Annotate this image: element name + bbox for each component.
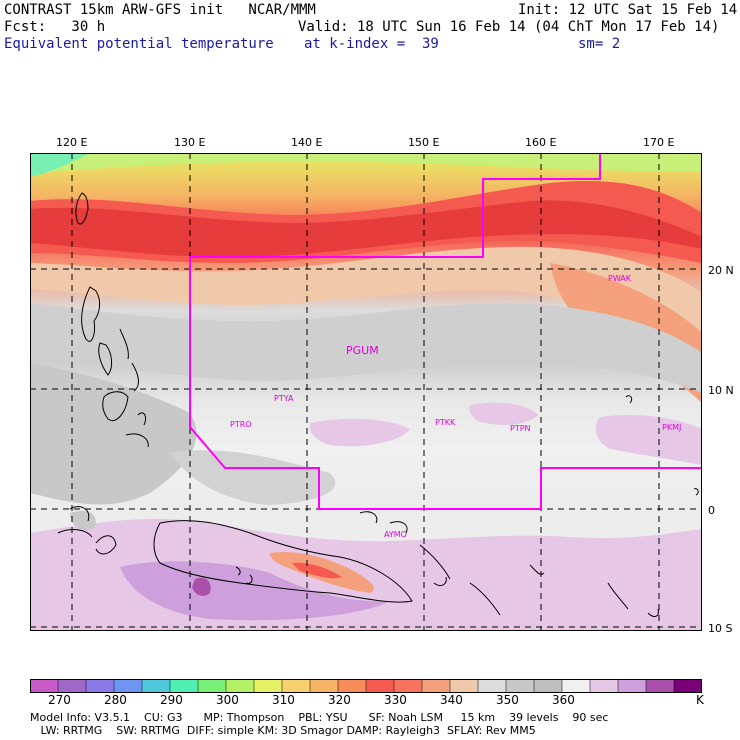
- lon-label-160e: 160 E: [525, 136, 557, 149]
- colorbar-swatch: [170, 679, 199, 693]
- colorbar-swatch: [226, 679, 255, 693]
- colorbar-label-320: 320: [328, 693, 351, 707]
- lat-label-equator: 0: [708, 504, 715, 517]
- colorbar-swatch: [86, 679, 115, 693]
- colorbar-label-350: 350: [496, 693, 519, 707]
- station-ptkk: PTKK: [435, 418, 456, 427]
- colorbar-label-360: 360: [552, 693, 575, 707]
- station-labels: PGUM PTYA PTRO PTKK PTPN PKMJ PWAK AYMO: [230, 274, 681, 539]
- colorbar-swatch: [394, 679, 423, 693]
- valid-time: Valid: 18 UTC Sun 16 Feb 14 (04 ChT Mon …: [298, 19, 720, 35]
- station-aymo: AYMO: [384, 530, 407, 539]
- lat-label-10s: 10 S: [708, 622, 733, 635]
- colorbar-swatch: [142, 679, 171, 693]
- lon-label-140e: 140 E: [291, 136, 323, 149]
- lat-lon-grid: [30, 153, 702, 631]
- station-ptya: PTYA: [274, 394, 294, 403]
- colorbar-swatch: [254, 679, 283, 693]
- lon-label-170e: 170 E: [643, 136, 675, 149]
- colorbar-swatch: [198, 679, 227, 693]
- colorbar-label-270: 270: [48, 693, 71, 707]
- colorbar-swatch: [590, 679, 619, 693]
- colorbar-swatch: [674, 679, 702, 693]
- map-frame: [30, 153, 702, 631]
- colorbar-swatch: [422, 679, 451, 693]
- colorbar-swatch: [282, 679, 311, 693]
- station-ptro: PTRO: [230, 420, 252, 429]
- lon-label-150e: 150 E: [408, 136, 440, 149]
- station-pgum: PGUM: [346, 344, 379, 357]
- smoothing: sm= 2: [578, 36, 621, 52]
- k-index-level: at k-index = 39: [304, 36, 439, 52]
- colorbar-swatch: [58, 679, 87, 693]
- colorbar: [30, 679, 702, 693]
- colorbar-swatch: [478, 679, 507, 693]
- colorbar-label-300: 300: [216, 693, 239, 707]
- field-name: Equivalent potential temperature: [4, 36, 274, 52]
- colorbar-swatch: [366, 679, 395, 693]
- model-info-line2: LW: RRTMG SW: RRTMG DIFF: simple KM: 3D …: [30, 724, 536, 737]
- lat-label-10n: 10 N: [708, 384, 734, 397]
- colorbar-swatch: [450, 679, 479, 693]
- colorbar-swatch: [30, 679, 59, 693]
- colorbar-units: K: [696, 693, 704, 707]
- forecast-hour: Fcst: 30 h: [4, 19, 106, 35]
- colorbar-swatch: [562, 679, 591, 693]
- theta-e-map: PGUM PTYA PTRO PTKK PTPN PKMJ PWAK AYMO: [30, 153, 702, 631]
- init-time: Init: 12 UTC Sat 15 Feb 14: [518, 2, 738, 18]
- colorbar-label-330: 330: [384, 693, 407, 707]
- eez-boundary: [189, 153, 702, 510]
- station-pwak: PWAK: [608, 274, 632, 283]
- lon-label-120e: 120 E: [56, 136, 88, 149]
- lat-label-20n: 20 N: [708, 264, 734, 277]
- station-ptpn: PTPN: [510, 424, 531, 433]
- model-title: CONTRAST 15km ARW-GFS init NCAR/MMM: [4, 2, 316, 18]
- station-pkmj: PKMJ: [662, 423, 681, 432]
- colorbar-swatch: [618, 679, 647, 693]
- colorbar-label-280: 280: [104, 693, 127, 707]
- colorbar-swatch: [506, 679, 535, 693]
- colorbar-swatch: [114, 679, 143, 693]
- colorbar-swatch: [534, 679, 563, 693]
- lon-label-130e: 130 E: [174, 136, 206, 149]
- colorbar-label-290: 290: [160, 693, 183, 707]
- shaded-field: [30, 153, 702, 631]
- colorbar-swatch: [338, 679, 367, 693]
- colorbar-frame: [30, 679, 702, 693]
- colorbar-swatch: [646, 679, 675, 693]
- colorbar-label-310: 310: [272, 693, 295, 707]
- model-info-line1: Model Info: V3.5.1 CU: G3 MP: Thompson P…: [30, 711, 609, 724]
- coastlines: [57, 192, 699, 617]
- colorbar-swatch: [310, 679, 339, 693]
- colorbar-label-340: 340: [440, 693, 463, 707]
